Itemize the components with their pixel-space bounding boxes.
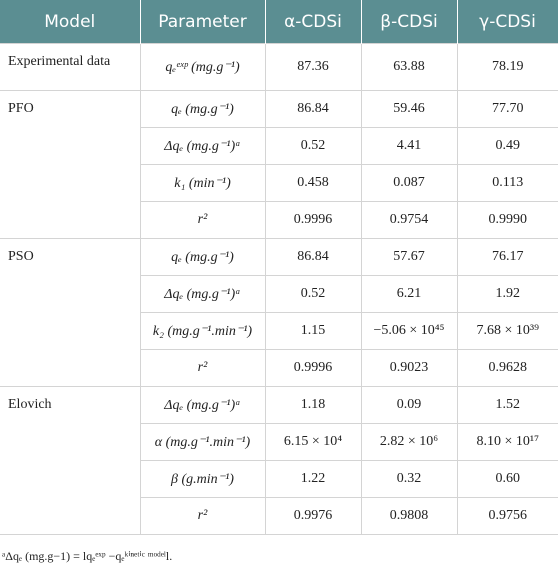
value-cell: 0.32: [360, 460, 458, 498]
value-cell: 0.9023: [360, 349, 458, 387]
model-cell: PFO: [0, 90, 141, 239]
value-cell: 0.9976: [264, 497, 362, 535]
table-row: k₂ (mg.g⁻¹.min⁻¹) 1.15 −5.06 × 10⁴⁵ 7.68 × …: [0, 312, 558, 350]
header-cell: β-CDSi: [361, 0, 458, 44]
parameter-cell: β (g.min⁻¹): [139, 460, 266, 498]
parameter-cell: r²: [139, 497, 266, 535]
table-row: r² 0.9996 0.9023 0.9628: [0, 349, 558, 387]
parameter-cell: Δqₑ (mg.g⁻¹)ᵃ: [139, 275, 266, 313]
table-body: Experimental data qₑᵉˣᵖ (mg.g⁻¹) 87.36 63.8…: [0, 43, 558, 535]
value-cell: 0.087: [360, 164, 458, 202]
header-cell: α-CDSi: [265, 0, 362, 44]
header-cell: Model: [0, 0, 141, 44]
kinetics-table: Model Parameter α-CDSi β-CDSi γ-CDSi Experim…: [0, 0, 558, 535]
parameter-cell: Δqₑ (mg.g⁻¹)ᵃ: [139, 386, 266, 424]
table-row: PSO qₑ (mg.g⁻¹) 86.84 57.67 76.17: [0, 238, 558, 387]
table-row: PFO qₑ (mg.g⁻¹) 86.84 59.46 77.70: [0, 90, 558, 239]
value-cell: 1.18: [264, 386, 362, 424]
value-cell: 2.82 × 10⁶: [360, 423, 458, 461]
table-row: Δqₑ (mg.g⁻¹)ᵃ 0.52 4.41 0.49: [0, 127, 558, 165]
parameter-cell: qₑ (mg.g⁻¹): [139, 90, 266, 128]
parameter-cell: r²: [139, 349, 266, 387]
value-cell: −5.06 × 10⁴⁵: [360, 312, 458, 350]
value-cell: 6.15 × 10⁴: [264, 423, 362, 461]
parameter-cell: Δqₑ (mg.g⁻¹)ᵃ: [139, 127, 266, 165]
table-row: β (g.min⁻¹) 1.22 0.32 0.60: [0, 460, 558, 498]
value-cell: 0.9990: [456, 201, 558, 239]
table-row: r² 0.9996 0.9754 0.9990: [0, 201, 558, 239]
value-cell: 4.41: [360, 127, 458, 165]
value-cell: 0.09: [360, 386, 458, 424]
value-cell: 6.21: [360, 275, 458, 313]
value-cell: 0.52: [264, 127, 362, 165]
parameter-cell: k₁ (min⁻¹): [139, 164, 266, 202]
footnote: ᵃΔqₑ (mg.g−1) = lqₑᵉˣᵖ −qₑᵏⁱⁿᵉᵗⁱᶜ ᵐᵒᵈᵉˡl…: [2, 549, 173, 563]
parameter-cell: r²: [139, 201, 266, 239]
value-cell: 86.84: [264, 90, 362, 128]
table-row: r² 0.9976 0.9808 0.9756: [0, 497, 558, 535]
table-row: Experimental data qₑᵉˣᵖ (mg.g⁻¹) 87.36 63.8…: [0, 43, 558, 91]
value-cell: 1.52: [456, 386, 558, 424]
value-cell: 0.52: [264, 275, 362, 313]
header-cell: Parameter: [140, 0, 266, 44]
value-cell: 63.88: [360, 43, 458, 91]
value-cell: 59.46: [360, 90, 458, 128]
value-cell: 0.60: [456, 460, 558, 498]
model-cell: Experimental data: [0, 43, 141, 91]
value-cell: 1.15: [264, 312, 362, 350]
value-cell: 76.17: [456, 238, 558, 276]
value-cell: 86.84: [264, 238, 362, 276]
parameter-cell: α (mg.g⁻¹.min⁻¹): [139, 423, 266, 461]
value-cell: 0.9996: [264, 201, 362, 239]
value-cell: 0.9756: [456, 497, 558, 535]
parameter-cell: qₑᵉˣᵖ (mg.g⁻¹): [139, 43, 266, 91]
value-cell: 0.9808: [360, 497, 458, 535]
value-cell: 0.9754: [360, 201, 458, 239]
value-cell: 0.9996: [264, 349, 362, 387]
header-row: Model Parameter α-CDSi β-CDSi γ-CDSi: [0, 0, 558, 44]
header-cell: γ-CDSi: [457, 0, 558, 44]
value-cell: 0.49: [456, 127, 558, 165]
value-cell: 0.9628: [456, 349, 558, 387]
value-cell: 57.67: [360, 238, 458, 276]
value-cell: 78.19: [456, 43, 558, 91]
value-cell: 8.10 × 10¹⁷: [456, 423, 558, 461]
table-row: Δqₑ (mg.g⁻¹)ᵃ 0.52 6.21 1.92: [0, 275, 558, 313]
value-cell: 77.70: [456, 90, 558, 128]
value-cell: 1.92: [456, 275, 558, 313]
table-row: Elovich Δqₑ (mg.g⁻¹)ᵃ 1.18 0.09 1.52: [0, 386, 558, 535]
value-cell: 1.22: [264, 460, 362, 498]
parameter-cell: k₂ (mg.g⁻¹.min⁻¹): [139, 312, 266, 350]
parameter-cell: qₑ (mg.g⁻¹): [139, 238, 266, 276]
value-cell: 0.113: [456, 164, 558, 202]
value-cell: 0.458: [264, 164, 362, 202]
table-row: α (mg.g⁻¹.min⁻¹) 6.15 × 10⁴ 2.82 × 10⁶ 8.10…: [0, 423, 558, 461]
value-cell: 7.68 × 10³⁹: [456, 312, 558, 350]
model-cell: Elovich: [0, 386, 141, 535]
value-cell: 87.36: [264, 43, 362, 91]
model-cell: PSO: [0, 238, 141, 387]
